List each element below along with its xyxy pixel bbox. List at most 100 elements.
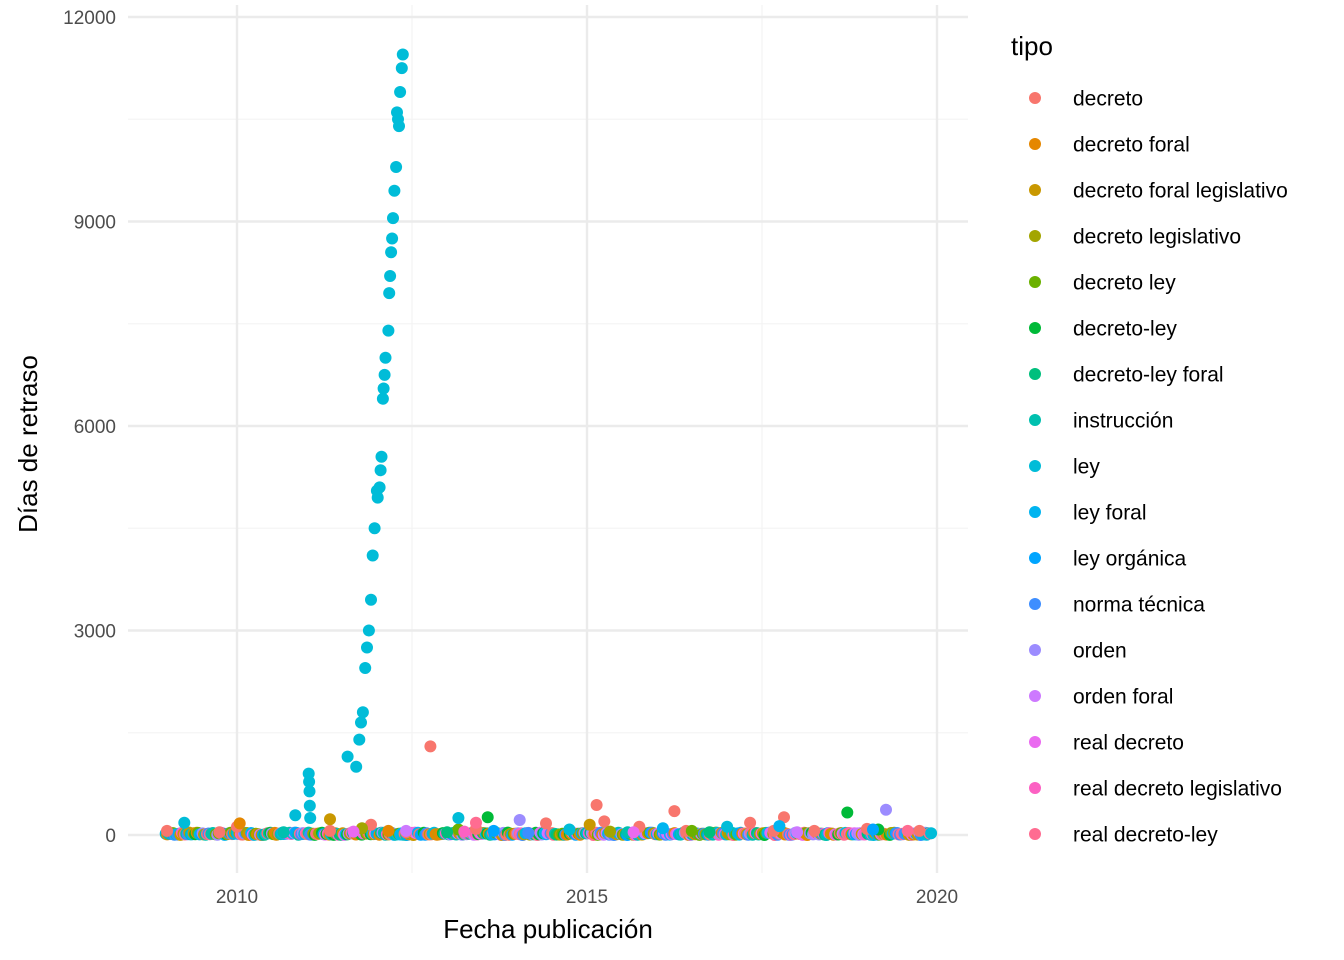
data-point: [393, 120, 405, 133]
data-point: [598, 815, 611, 828]
x-axis-ticks: 2010 2015 2020: [216, 887, 958, 908]
legend-item: real decreto legislativo: [1029, 778, 1282, 801]
data-point: [383, 287, 396, 300]
legend-label: real decreto-ley: [1073, 824, 1218, 847]
data-point: [382, 824, 395, 837]
data-point: [324, 824, 336, 837]
data-point: [590, 799, 603, 811]
data-point: [388, 184, 401, 197]
legend-key: [1029, 184, 1041, 196]
data-point: [487, 824, 500, 837]
legend-label: real decreto: [1073, 732, 1184, 755]
data-point: [233, 817, 246, 830]
legend-key: [1029, 552, 1041, 564]
data-point: [366, 549, 379, 562]
data-point: [791, 826, 804, 839]
data-point: [365, 593, 377, 606]
legend-item: real decreto: [1029, 732, 1184, 755]
legend-key: [1029, 690, 1041, 702]
legend-item: decreto-ley: [1029, 318, 1177, 341]
data-point: [656, 822, 669, 835]
data-point: [373, 481, 386, 494]
legend-item: norma técnica: [1029, 594, 1205, 617]
data-point: [522, 827, 535, 839]
legend-label: real decreto legislativo: [1073, 778, 1282, 801]
legend-item: real decreto-ley: [1029, 824, 1218, 847]
data-point: [304, 812, 317, 824]
legend-key: [1029, 460, 1041, 472]
data-point: [359, 662, 372, 674]
legend-item: decreto legislativo: [1029, 226, 1241, 249]
data-point: [441, 826, 454, 839]
y-axis-ticks: 0 3000 6000 9000 12000: [63, 8, 116, 847]
legend-label: decreto-ley: [1073, 318, 1177, 341]
data-point: [376, 392, 389, 405]
legend-key: [1029, 598, 1041, 610]
data-point: [668, 805, 681, 818]
x-tick-label: 2015: [566, 887, 608, 908]
legend-item: ley orgánica: [1029, 548, 1187, 571]
data-point: [721, 820, 734, 833]
data-point: [452, 812, 465, 824]
data-point: [371, 491, 384, 504]
data-point: [394, 86, 407, 98]
x-axis-title: Fecha publicación: [443, 914, 653, 944]
grid-lines: [128, 5, 968, 873]
data-point: [324, 813, 336, 826]
legend-label: decreto-ley foral: [1073, 364, 1224, 387]
legend-key: [1029, 368, 1041, 380]
legend-label: decreto ley: [1073, 272, 1176, 295]
data-point: [540, 817, 552, 830]
data-point: [773, 820, 786, 833]
data-point: [627, 826, 640, 839]
data-point: [362, 624, 375, 637]
data-point: [386, 232, 399, 245]
data-point: [390, 161, 403, 173]
data-point: [703, 826, 716, 839]
legend-key: [1029, 322, 1041, 334]
legend-items: decreto decreto foral decreto foral legisl…: [1029, 88, 1288, 847]
legend-item: decreto foral legislativo: [1029, 180, 1288, 203]
data-point: [396, 48, 409, 61]
data-point: [458, 825, 471, 838]
legend-key: [1029, 828, 1041, 840]
legend-item: decreto-ley foral: [1029, 364, 1224, 387]
data-point: [395, 62, 408, 75]
data-point: [808, 824, 821, 837]
data-point: [513, 814, 526, 826]
data-point: [289, 809, 302, 822]
data-point: [583, 818, 596, 831]
legend-item: instrucción: [1029, 410, 1173, 433]
legend-label: norma técnica: [1073, 594, 1205, 617]
data-point: [385, 246, 398, 259]
legend-label: ley orgánica: [1073, 548, 1187, 571]
baseline-point: [925, 827, 938, 840]
data-point: [341, 750, 354, 763]
data-point: [178, 816, 191, 829]
legend-key: [1029, 92, 1041, 104]
data-point: [470, 816, 482, 829]
data-point: [347, 825, 360, 838]
data-point: [880, 803, 892, 816]
data-point: [913, 824, 926, 837]
y-tick-label: 0: [105, 826, 116, 847]
data-point: [387, 212, 399, 225]
legend-title: tipo: [1011, 31, 1053, 61]
data-point: [161, 824, 173, 837]
data-point: [377, 382, 390, 395]
y-tick-label: 12000: [63, 8, 116, 29]
legend-label: decreto: [1073, 88, 1143, 111]
legend-item: orden: [1029, 640, 1127, 663]
data-point: [867, 823, 879, 836]
data-point: [604, 825, 616, 838]
data-point: [303, 785, 316, 798]
data-point: [685, 824, 698, 837]
data-point: [378, 368, 391, 381]
data-point: [374, 464, 387, 477]
y-tick-label: 9000: [74, 213, 116, 234]
data-point: [361, 641, 373, 654]
legend-item: ley: [1029, 456, 1100, 479]
data-point: [350, 760, 363, 773]
legend-label: orden: [1073, 640, 1127, 663]
data-point: [355, 716, 367, 729]
